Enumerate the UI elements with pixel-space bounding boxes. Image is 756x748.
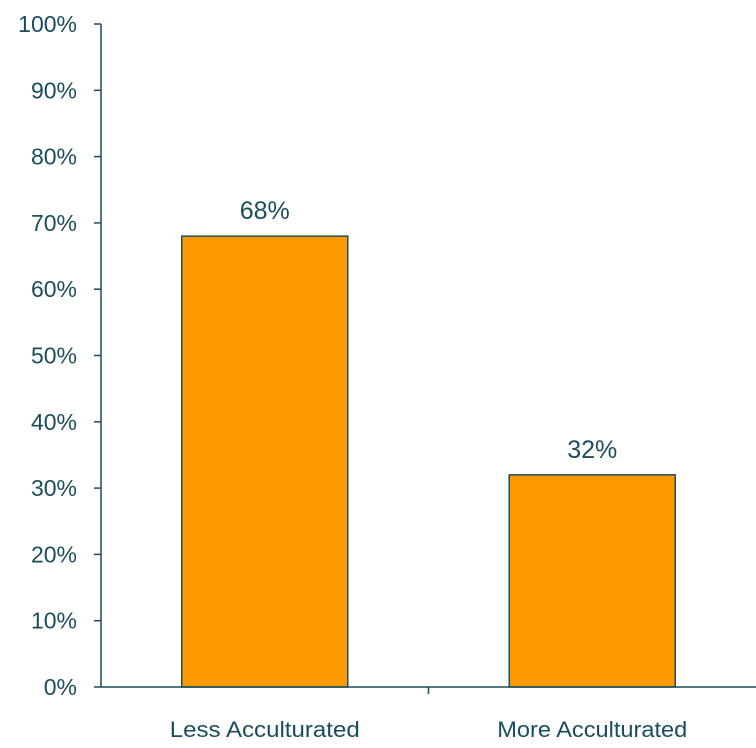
y-tick-label: 40% xyxy=(31,409,77,435)
y-tick-label: 90% xyxy=(31,77,77,103)
y-tick-label: 70% xyxy=(31,210,77,236)
y-tick-label: 50% xyxy=(31,343,77,369)
x-tick-label: More Acculturated xyxy=(497,717,687,742)
y-axis-ticks: 0% 10% 20% 30% 40% 50% 60% 70% 80% 90% 100% xyxy=(18,11,101,700)
bars xyxy=(181,235,676,688)
x-tick-label: Less Acculturated xyxy=(170,717,360,742)
data-labels: 68% 32% xyxy=(240,197,618,464)
data-label: 68% xyxy=(240,197,290,225)
y-tick-label: 30% xyxy=(31,475,77,501)
bar-more-acculturated xyxy=(508,474,676,688)
y-tick-label: 10% xyxy=(31,608,77,634)
data-label: 32% xyxy=(567,436,617,464)
y-tick-label: 60% xyxy=(31,276,77,302)
y-tick-label: 20% xyxy=(31,541,77,567)
y-tick-label: 100% xyxy=(18,11,77,37)
x-axis-ticks: Less Acculturated More Acculturated xyxy=(170,687,687,742)
y-tick-label: 80% xyxy=(31,144,77,170)
bar-less-acculturated xyxy=(181,235,349,688)
y-tick-label: 0% xyxy=(44,674,77,700)
